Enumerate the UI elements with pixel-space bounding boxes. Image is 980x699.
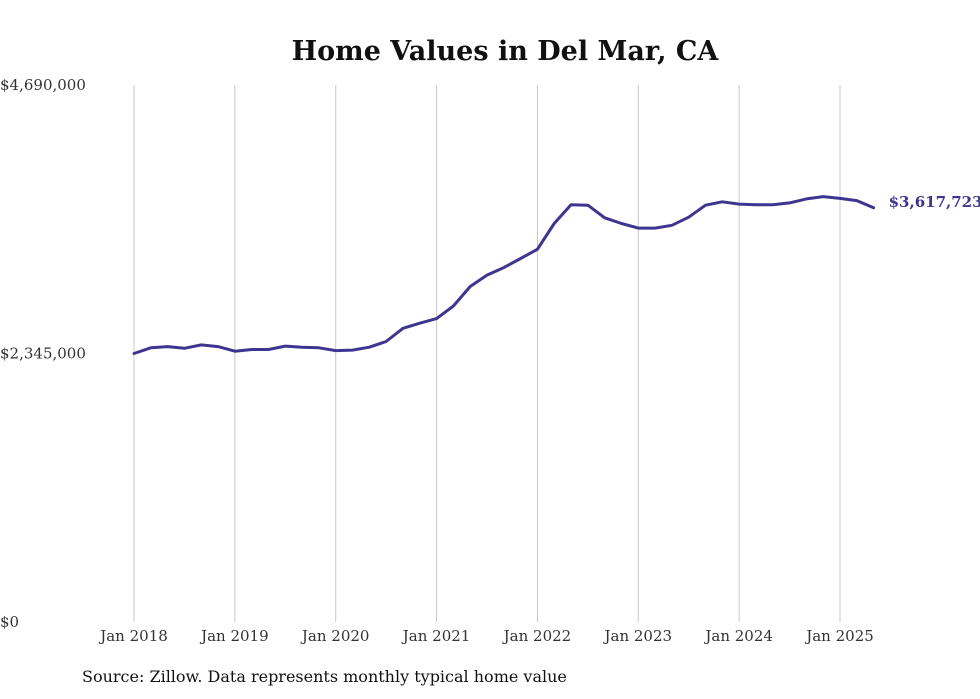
series-layer: $3,617,723: [132, 193, 980, 355]
y-tick-label: $4,690,000: [0, 76, 86, 94]
gridlines: [133, 85, 841, 622]
x-tick-label: Jan 2020: [300, 627, 370, 645]
x-tick-label: Jan 2021: [401, 627, 471, 645]
x-tick-label: Jan 2018: [98, 627, 168, 645]
home-value-line: [132, 195, 876, 355]
y-tick-label: $2,345,000: [0, 345, 86, 363]
end-value-label: $3,617,723: [889, 193, 980, 211]
source-note: Source: Zillow. Data represents monthly …: [82, 667, 567, 686]
x-tick-label: Jan 2022: [502, 627, 572, 645]
x-tick-label: Jan 2025: [804, 627, 874, 645]
y-tick-label: $0: [0, 613, 19, 631]
x-tick-label: Jan 2023: [603, 627, 673, 645]
axis-labels: Jan 2018 Jan 2019 Jan 2020 Jan 2021 Jan 2022…: [0, 76, 874, 645]
x-tick-label: Jan 2019: [199, 627, 269, 645]
chart-title: Home Values in Del Mar, CA: [292, 36, 720, 67]
x-tick-label: Jan 2024: [703, 627, 773, 645]
